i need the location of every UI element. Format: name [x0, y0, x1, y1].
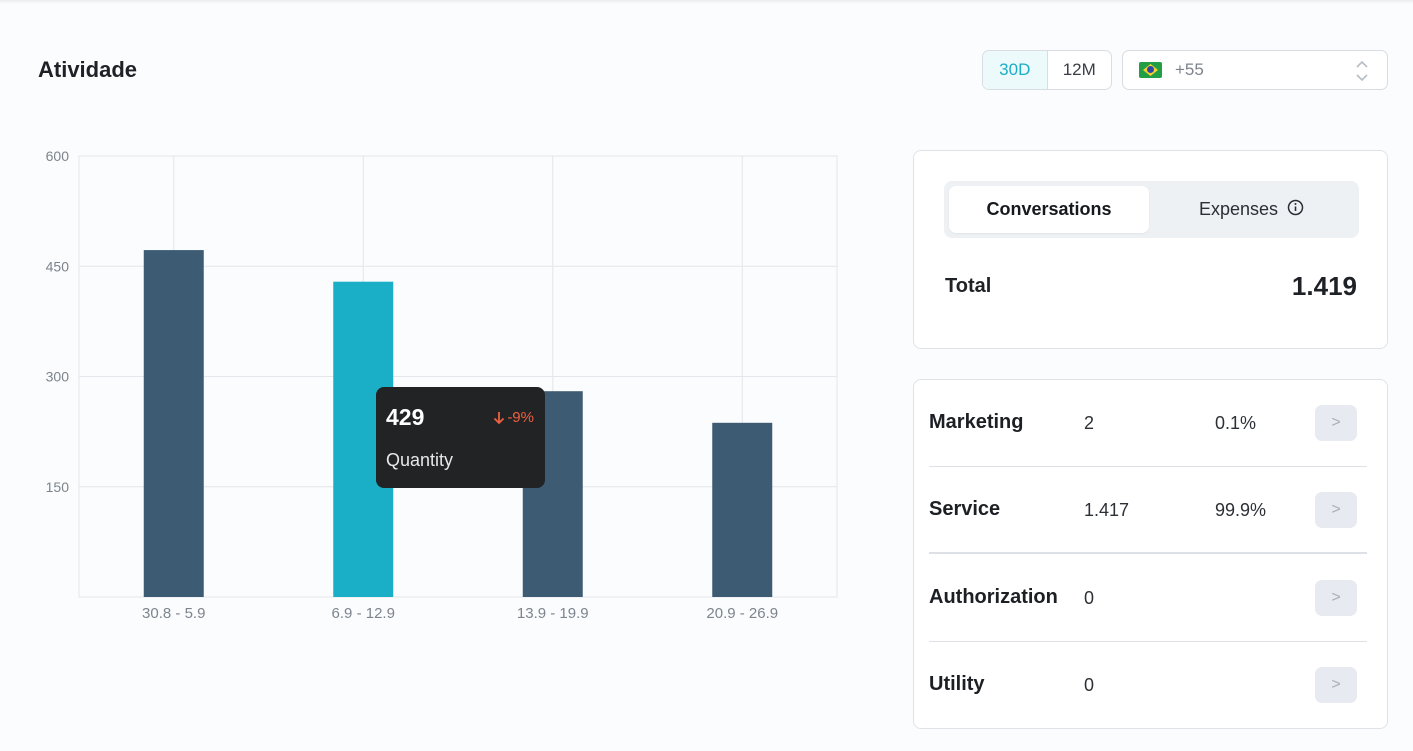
category-count: 0: [1084, 588, 1095, 608]
category-name: Service: [929, 498, 1001, 520]
category-count: 2: [1084, 413, 1095, 433]
expand-marketing-button[interactable]: >: [1315, 405, 1357, 441]
list-item-utility: Utility 0 >: [929, 642, 1367, 729]
tooltip-change-value: -9%: [507, 409, 534, 426]
list-item-authorization: Authorization 0 >: [929, 555, 1367, 642]
expand-utility-button[interactable]: >: [1315, 667, 1357, 703]
activity-bar-chart: 150 300 450 600 30.8 - 5.9 6.9 - 12.9 13.9 - 1…: [46, 148, 838, 622]
expand-service-button[interactable]: >: [1315, 492, 1357, 528]
x-tick-label: 30.8 - 5.9: [142, 605, 205, 622]
expand-authorization-button[interactable]: >: [1315, 580, 1357, 616]
category-name: Authorization: [929, 586, 1058, 608]
total-value: 1.419: [1291, 271, 1357, 301]
x-tick-label: 6.9 - 12.9: [332, 605, 395, 622]
country-code-select[interactable]: +55: [1122, 50, 1388, 90]
category-breakdown-card: Marketing 2 0.1% > Service 1.417 99.9% >…: [913, 379, 1388, 729]
chevron-up-down-icon: [1355, 58, 1369, 84]
y-tick-label: 600: [46, 148, 70, 164]
metric-tabs: Conversations Expenses: [944, 181, 1359, 238]
category-count: 1.417: [1084, 500, 1130, 520]
total-label: Total: [945, 275, 992, 297]
arrow-down-icon: [494, 411, 505, 424]
brazil-flag-icon: [1139, 62, 1162, 78]
tooltip-value: 429: [386, 404, 425, 430]
category-name: Utility: [929, 673, 985, 695]
period-30d-button[interactable]: 30D: [983, 51, 1048, 89]
activity-chart: 150 300 450 600 30.8 - 5.9 6.9 - 12.9 13.9 - 1…: [0, 130, 870, 640]
tab-expenses[interactable]: Expenses: [1149, 186, 1354, 233]
list-item-marketing: Marketing 2 0.1% >: [929, 380, 1367, 467]
y-tick-label: 150: [46, 479, 70, 495]
category-percent: 99.9%: [1215, 500, 1267, 520]
category-name: Marketing: [929, 411, 1024, 433]
bar-1: [143, 250, 204, 597]
tooltip-change: -9%: [493, 409, 534, 426]
chart-tooltip: 429 -9% Quantity: [376, 387, 545, 488]
category-percent: 0.1%: [1215, 413, 1257, 433]
y-tick-label: 300: [46, 369, 70, 385]
y-tick-label: 450: [46, 258, 70, 274]
period-toggle: 30D 12M: [982, 50, 1112, 90]
totals-card: Conversations Expenses Total 1.419: [913, 150, 1388, 349]
x-tick-label: 20.9 - 26.9: [706, 605, 778, 622]
page-title: Atividade: [38, 57, 138, 82]
plot-frame: [78, 155, 838, 598]
tab-expenses-label: Expenses: [1198, 199, 1279, 219]
top-divider: [0, 0, 1413, 4]
period-12m-button[interactable]: 12M: [1062, 60, 1096, 79]
list-item-service: Service 1.417 99.9% >: [929, 467, 1367, 554]
x-tick-label: 13.9 - 19.9: [517, 605, 589, 622]
tab-conversations-label: Conversations: [986, 199, 1112, 219]
tooltip-label: Quantity: [386, 450, 454, 470]
bar-4: [712, 422, 773, 597]
info-icon[interactable]: [1287, 199, 1304, 221]
tab-conversations[interactable]: Conversations: [949, 186, 1149, 233]
dial-code-value: +55: [1175, 60, 1204, 79]
category-count: 0: [1084, 675, 1095, 695]
